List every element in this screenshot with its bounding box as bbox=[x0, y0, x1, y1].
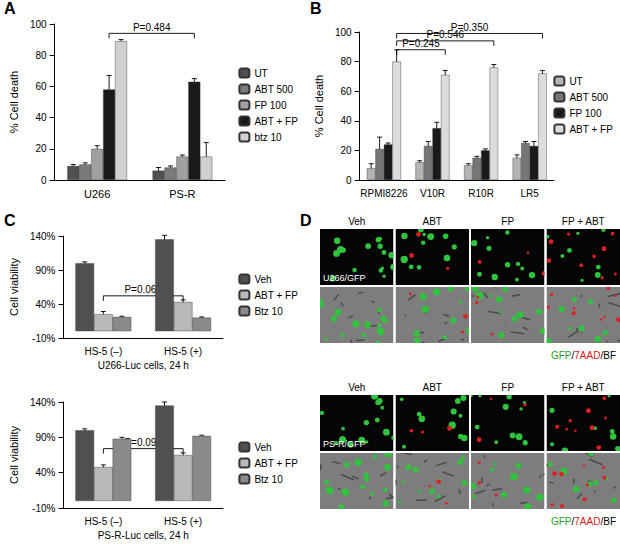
html-text:C: C bbox=[4, 212, 16, 229]
svg-text:ABT + FP: ABT + FP bbox=[254, 116, 298, 127]
svg-text:V10R: V10R bbox=[420, 188, 445, 199]
svg-text:HS-5 (–): HS-5 (–) bbox=[84, 516, 122, 527]
svg-text:140%: 140% bbox=[30, 397, 56, 408]
svg-text:U266: U266 bbox=[84, 188, 110, 200]
svg-text:40%: 40% bbox=[35, 299, 55, 310]
svg-text:Veh: Veh bbox=[348, 216, 365, 227]
svg-text:GFP/7AAD/BF: GFP/7AAD/BF bbox=[551, 350, 616, 361]
svg-text:% Cell death: % Cell death bbox=[8, 71, 20, 133]
svg-text:P=0.245: P=0.245 bbox=[402, 38, 440, 50]
svg-text:ABT 500: ABT 500 bbox=[569, 92, 608, 103]
svg-text:UT: UT bbox=[569, 76, 582, 87]
svg-text:60: 60 bbox=[35, 81, 47, 92]
svg-text:FP: FP bbox=[501, 216, 514, 227]
svg-text:P=0.350: P=0.350 bbox=[451, 22, 489, 33]
svg-text:P=0.484: P=0.484 bbox=[133, 22, 171, 33]
svg-text:Cell viability: Cell viability bbox=[8, 425, 20, 484]
svg-text:Btz 10: Btz 10 bbox=[254, 306, 283, 317]
svg-text:40: 40 bbox=[35, 112, 47, 123]
svg-text:PS-R/GFP: PS-R/GFP bbox=[323, 439, 366, 449]
svg-text:FP 100: FP 100 bbox=[569, 108, 601, 119]
svg-text:Veh: Veh bbox=[254, 274, 271, 285]
svg-text:LR5: LR5 bbox=[521, 188, 540, 199]
svg-text:FP: FP bbox=[501, 382, 514, 393]
svg-text:U266-Luc cells, 24 h: U266-Luc cells, 24 h bbox=[98, 360, 189, 371]
svg-text:U266/GFP: U266/GFP bbox=[323, 273, 366, 283]
svg-text:100: 100 bbox=[30, 19, 47, 30]
svg-text:R10R: R10R bbox=[468, 188, 494, 199]
svg-text:btz 10: btz 10 bbox=[254, 132, 282, 143]
svg-text:90%: 90% bbox=[35, 432, 55, 443]
svg-text:GFP/7AAD/BF: GFP/7AAD/BF bbox=[551, 516, 616, 527]
svg-text:UT: UT bbox=[254, 68, 267, 79]
svg-text:ABT 500: ABT 500 bbox=[254, 84, 293, 95]
svg-text:0: 0 bbox=[346, 175, 352, 186]
svg-text:0: 0 bbox=[41, 175, 47, 186]
svg-text:ABT: ABT bbox=[423, 216, 442, 227]
svg-text:% Cell death: % Cell death bbox=[313, 75, 325, 137]
svg-text:80: 80 bbox=[340, 56, 352, 67]
svg-text:ABT + FP: ABT + FP bbox=[569, 124, 613, 135]
svg-text:80: 80 bbox=[35, 50, 47, 61]
svg-text:20: 20 bbox=[35, 143, 47, 154]
svg-text:Cell viability: Cell viability bbox=[8, 257, 20, 316]
svg-text:60: 60 bbox=[340, 86, 352, 97]
html-text:A: A bbox=[4, 0, 16, 17]
svg-text:40%: 40% bbox=[35, 467, 55, 478]
svg-text:P=0.546: P=0.546 bbox=[426, 29, 464, 41]
svg-text:90%: 90% bbox=[35, 265, 55, 276]
svg-text:100: 100 bbox=[335, 27, 352, 38]
svg-text:20: 20 bbox=[340, 145, 352, 156]
svg-text:HS-5 (+): HS-5 (+) bbox=[164, 516, 202, 527]
svg-text:140%: 140% bbox=[30, 231, 56, 242]
svg-text:-10%: -10% bbox=[32, 503, 55, 514]
svg-text:Veh: Veh bbox=[254, 442, 271, 453]
svg-text:Btz 10: Btz 10 bbox=[254, 474, 283, 485]
svg-text:FP + ABT: FP + ABT bbox=[562, 382, 605, 393]
svg-text:ABT: ABT bbox=[423, 382, 442, 393]
svg-text:PS-R: PS-R bbox=[169, 188, 195, 200]
html-text:B: B bbox=[310, 0, 322, 17]
svg-text:P=0.060: P=0.060 bbox=[124, 284, 162, 296]
svg-text:FP + ABT: FP + ABT bbox=[562, 216, 605, 227]
svg-text:FP 100: FP 100 bbox=[254, 100, 286, 111]
svg-text:PS-R-Luc cells, 24 h: PS-R-Luc cells, 24 h bbox=[98, 530, 189, 541]
svg-text:RPMI8226: RPMI8226 bbox=[360, 188, 408, 199]
svg-text:Veh: Veh bbox=[348, 382, 365, 393]
svg-text:HS-5 (–): HS-5 (–) bbox=[84, 346, 122, 357]
svg-text:40: 40 bbox=[340, 115, 352, 126]
svg-text:-10%: -10% bbox=[32, 333, 55, 344]
html-text:D: D bbox=[300, 212, 312, 229]
svg-text:ABT + FP: ABT + FP bbox=[254, 290, 298, 301]
svg-text:HS-5 (+): HS-5 (+) bbox=[164, 346, 202, 357]
svg-text:ABT + FP: ABT + FP bbox=[254, 458, 298, 469]
